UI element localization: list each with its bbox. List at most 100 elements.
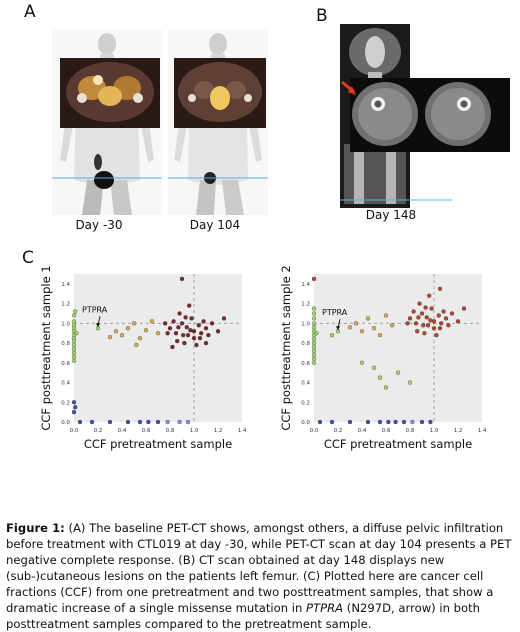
y-tick-label: 0.8 — [301, 341, 310, 347]
data-point — [431, 319, 437, 324]
data-point — [143, 328, 149, 333]
data-point — [73, 309, 78, 314]
y-tick-label: 0.2 — [61, 400, 70, 406]
x-tick-label: 0.0 — [70, 428, 79, 434]
data-point — [183, 315, 188, 320]
data-point — [71, 338, 77, 344]
data-point — [439, 321, 444, 326]
data-point — [209, 321, 215, 326]
data-point — [377, 419, 383, 425]
y-tick-label: 0.6 — [301, 361, 310, 367]
data-point — [191, 335, 197, 341]
annotation-arrowhead — [336, 326, 340, 331]
y-axis-label: CCF posttreatment sample 2 — [279, 265, 293, 430]
data-point — [185, 333, 191, 338]
pet-scan-day-104 — [168, 30, 268, 215]
data-point — [405, 321, 410, 326]
y-tick-label: 1.4 — [301, 282, 310, 288]
data-point — [389, 323, 395, 328]
data-point — [71, 400, 77, 405]
x-axis-label: CCF pretreatment sample — [324, 437, 472, 451]
data-point — [415, 329, 420, 334]
data-point — [113, 329, 119, 334]
annotation-arrowhead — [96, 323, 100, 328]
y-tick-label: 0.0 — [301, 420, 310, 426]
data-point — [371, 365, 377, 370]
y-tick-label: 1.4 — [61, 282, 70, 288]
data-point — [89, 419, 95, 425]
data-point — [107, 419, 113, 425]
data-point — [359, 360, 365, 365]
data-point — [125, 326, 131, 331]
data-point — [170, 344, 175, 350]
data-point — [314, 331, 319, 336]
data-point — [365, 419, 371, 425]
data-point — [427, 293, 432, 298]
data-point — [71, 346, 77, 352]
data-point — [131, 321, 137, 326]
data-point — [425, 323, 431, 328]
pet-body-image-1 — [52, 30, 162, 215]
label-day-minus-30: Day -30 — [75, 218, 123, 232]
label-day-104: Day 104 — [189, 218, 241, 232]
data-point — [311, 306, 317, 311]
data-point — [437, 286, 443, 291]
data-point — [455, 319, 461, 324]
data-point — [423, 305, 428, 310]
data-point — [446, 323, 451, 328]
data-point — [311, 276, 317, 282]
panel-letter-c: C — [22, 248, 34, 268]
data-point — [311, 340, 317, 346]
ct-image — [340, 24, 510, 208]
data-point — [189, 316, 194, 321]
data-point — [215, 329, 221, 334]
x-tick-label: 0.2 — [94, 428, 103, 434]
data-point — [311, 311, 317, 316]
data-point — [203, 340, 209, 346]
data-point — [171, 319, 176, 324]
x-tick-label: 1.4 — [238, 428, 247, 434]
x-tick-label: 0.6 — [142, 428, 151, 434]
data-point — [449, 311, 455, 316]
figure-caption: Figure 1: (A) The baseline PET-CT shows,… — [6, 520, 514, 632]
data-point — [74, 331, 79, 336]
x-tick-label: 0.6 — [382, 428, 391, 434]
data-point — [71, 358, 77, 363]
annotation-label: PTPRA — [82, 305, 108, 314]
data-point — [365, 316, 371, 321]
data-point — [441, 309, 446, 314]
pet-scan-day-minus-30 — [52, 30, 162, 215]
data-point — [165, 331, 170, 336]
data-point — [107, 334, 113, 340]
panel-letter-a: A — [24, 2, 36, 22]
data-point — [77, 419, 83, 425]
data-point — [137, 419, 143, 425]
data-point — [175, 338, 180, 344]
y-tick-label: 1.0 — [301, 321, 310, 327]
data-point — [413, 321, 419, 326]
data-point — [428, 318, 433, 323]
data-point — [422, 331, 427, 336]
y-tick-label: 0.4 — [301, 381, 310, 387]
plot-background — [74, 274, 242, 422]
data-point — [377, 333, 383, 338]
data-point — [155, 419, 161, 425]
x-tick-label: 1.2 — [214, 428, 223, 434]
pet-body-image-2 — [168, 30, 268, 215]
data-point — [176, 325, 181, 330]
data-point — [359, 329, 365, 334]
data-point — [201, 319, 206, 324]
data-point — [71, 354, 77, 360]
data-point — [119, 333, 125, 338]
data-point — [194, 342, 199, 348]
data-point — [187, 303, 192, 308]
data-point — [71, 350, 77, 356]
data-point — [353, 321, 359, 326]
x-axis-label: CCF pretreatment sample — [84, 437, 232, 451]
data-point — [429, 306, 434, 311]
data-point — [181, 333, 186, 338]
data-point — [149, 319, 155, 324]
data-point — [419, 311, 425, 316]
data-point — [311, 325, 317, 330]
data-point — [73, 405, 78, 410]
